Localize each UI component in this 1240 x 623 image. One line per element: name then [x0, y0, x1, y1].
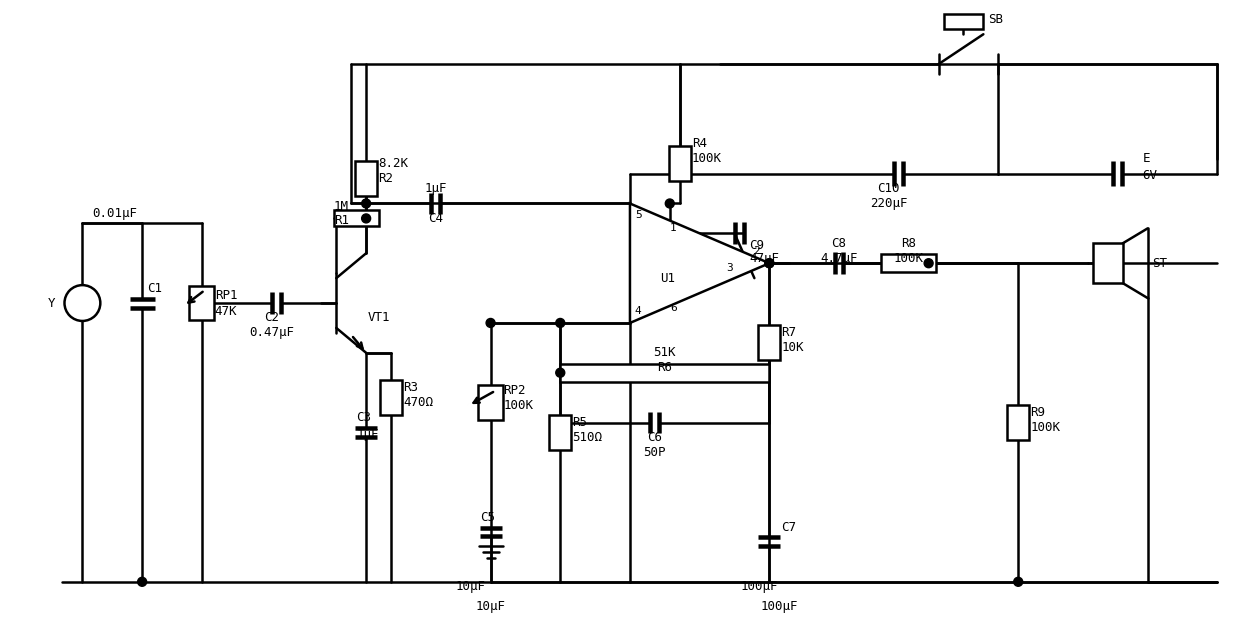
Text: 4.7μF: 4.7μF — [821, 252, 858, 265]
Bar — [759, 325, 780, 360]
Text: 10μF: 10μF — [476, 600, 506, 613]
Text: 6: 6 — [670, 303, 677, 313]
Text: R3: R3 — [403, 381, 418, 394]
Text: 10K: 10K — [781, 341, 804, 354]
Circle shape — [765, 259, 774, 268]
Text: R4: R4 — [692, 137, 707, 150]
Text: 0.01μF: 0.01μF — [92, 207, 138, 220]
Text: 1μF: 1μF — [356, 428, 378, 441]
Text: C3: C3 — [356, 411, 371, 424]
Text: 5: 5 — [635, 211, 641, 221]
Bar — [334, 211, 378, 226]
Bar — [944, 14, 983, 29]
Text: Y: Y — [47, 297, 55, 310]
Circle shape — [556, 318, 564, 328]
Text: 100K: 100K — [692, 152, 722, 165]
Text: 0.47μF: 0.47μF — [249, 326, 294, 340]
Text: 100K: 100K — [894, 252, 924, 265]
Text: 47K: 47K — [215, 305, 237, 318]
Bar — [190, 285, 215, 320]
Text: 3: 3 — [727, 263, 733, 273]
Text: ST: ST — [1153, 257, 1168, 270]
Text: 50P: 50P — [644, 446, 666, 459]
Bar — [479, 385, 503, 420]
Text: R2: R2 — [378, 172, 393, 185]
Text: C2: C2 — [264, 312, 279, 325]
Bar — [1092, 244, 1122, 283]
Text: 100μF: 100μF — [740, 580, 779, 593]
Circle shape — [1014, 578, 1023, 586]
Polygon shape — [630, 204, 769, 323]
Text: 47μF: 47μF — [749, 252, 780, 265]
Text: R5: R5 — [572, 416, 588, 429]
Text: C4: C4 — [428, 212, 444, 225]
Text: VT1: VT1 — [368, 312, 391, 325]
Text: R8: R8 — [901, 237, 916, 250]
Text: R6: R6 — [657, 361, 672, 374]
Bar — [882, 254, 936, 272]
Text: 10μF: 10μF — [455, 580, 486, 593]
Text: C8: C8 — [832, 237, 847, 250]
Text: C9: C9 — [749, 239, 764, 252]
Bar — [381, 380, 402, 415]
Text: C6: C6 — [647, 431, 662, 444]
Circle shape — [765, 259, 774, 268]
Circle shape — [666, 199, 675, 208]
Text: R1: R1 — [334, 214, 348, 227]
Circle shape — [362, 214, 371, 223]
Text: 4: 4 — [635, 306, 641, 316]
Text: 100K: 100K — [1030, 421, 1060, 434]
Text: 470Ω: 470Ω — [403, 396, 433, 409]
Bar — [1007, 405, 1029, 440]
Text: R7: R7 — [781, 326, 796, 340]
Text: SB: SB — [988, 13, 1003, 26]
Circle shape — [64, 285, 100, 321]
Text: 220μF: 220μF — [870, 197, 908, 210]
Text: C5: C5 — [481, 511, 496, 523]
Text: R9: R9 — [1030, 406, 1045, 419]
Circle shape — [138, 578, 146, 586]
Bar — [355, 161, 377, 196]
Text: RP1: RP1 — [215, 288, 237, 302]
Circle shape — [362, 199, 371, 208]
Bar — [668, 146, 691, 181]
Circle shape — [486, 318, 495, 328]
Text: RP2: RP2 — [503, 384, 526, 397]
Text: 100μF: 100μF — [760, 600, 799, 613]
Text: U1: U1 — [660, 272, 675, 285]
Text: 1μF: 1μF — [424, 182, 448, 195]
Bar — [560, 364, 769, 382]
Text: 1M: 1M — [334, 200, 348, 213]
Text: C1: C1 — [148, 282, 162, 295]
Circle shape — [556, 368, 564, 377]
Bar — [549, 415, 572, 450]
Text: C10: C10 — [878, 182, 900, 195]
Circle shape — [924, 259, 932, 268]
Text: E: E — [1142, 152, 1151, 165]
Text: 100K: 100K — [503, 399, 533, 412]
Text: 2: 2 — [753, 246, 759, 256]
Text: 6V: 6V — [1142, 169, 1158, 182]
Text: 510Ω: 510Ω — [572, 431, 603, 444]
Text: 8.2K: 8.2K — [378, 157, 408, 170]
Text: 51K: 51K — [653, 346, 676, 359]
Text: 1: 1 — [670, 224, 677, 234]
Text: C7: C7 — [781, 521, 796, 533]
